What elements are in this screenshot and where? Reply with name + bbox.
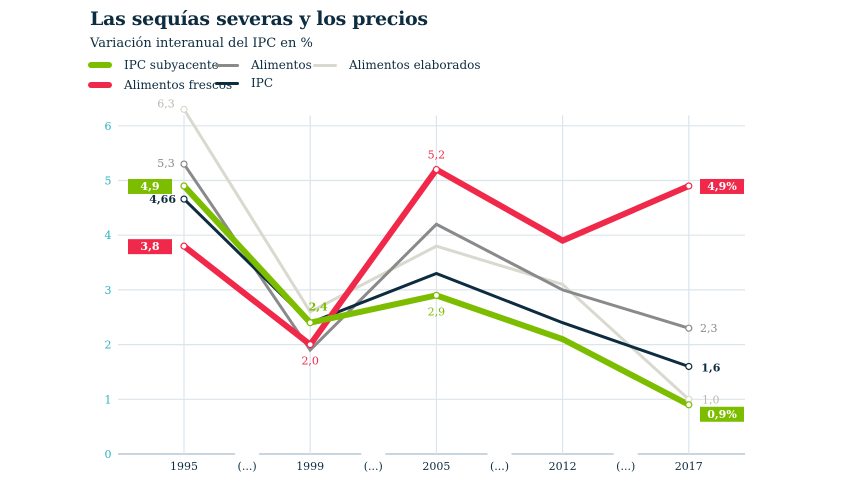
legend-swatch [215, 63, 239, 67]
legend-swatch [215, 81, 239, 85]
data-point-marker [180, 195, 188, 203]
x-tick-label: (...) [616, 460, 635, 473]
x-tick-label: 2005 [422, 460, 450, 473]
axis-gap [487, 451, 512, 457]
value-label: 2,4 [309, 301, 328, 314]
value-label: 4,9 [140, 180, 159, 193]
chart-title: Las sequías severas y los precios [90, 8, 428, 30]
axis-gap [613, 451, 638, 457]
value-label: 1,6 [701, 361, 720, 374]
x-tick-label: 2012 [549, 460, 577, 473]
y-tick-label: 2 [105, 339, 112, 352]
data-point-marker [685, 182, 693, 190]
legend-item-alimentos: Alimentos [215, 58, 312, 72]
legend-label: Alimentos frescos [124, 78, 233, 92]
data-point-marker [180, 182, 188, 190]
y-tick-label: 5 [105, 175, 112, 188]
value-label: 1,0 [702, 393, 720, 406]
legend-item-alimentos-frescos: Alimentos frescos [88, 78, 232, 92]
value-label: 3,8 [140, 240, 159, 253]
legend-item-ipc-subyacente: IPC subyacente [88, 58, 219, 72]
series-line-alimentos [182, 163, 690, 353]
data-point-marker [180, 105, 188, 113]
data-point-marker [685, 324, 693, 332]
legend-item-ipc: IPC [215, 76, 273, 90]
y-tick-label: 4 [105, 229, 112, 242]
chart-subtitle: Variación interanual del IPC en % [90, 36, 313, 51]
data-point-marker [432, 291, 440, 299]
value-label: 2,0 [301, 355, 319, 368]
x-tick-label: 2017 [675, 460, 703, 473]
value-label: 4,9% [707, 180, 737, 193]
data-point-marker [306, 319, 314, 327]
data-point-marker [685, 362, 693, 371]
value-label: 2,9 [428, 305, 446, 318]
data-point-marker [685, 401, 693, 409]
series-line-alimentos-elaborados [182, 108, 690, 401]
value-label: 5,3 [157, 157, 175, 170]
y-tick-label: 1 [105, 393, 112, 406]
value-label: 5,2 [428, 149, 446, 162]
y-tick-label: 6 [105, 120, 112, 133]
legend-swatch [88, 82, 112, 88]
value-label-box [128, 178, 172, 194]
legend-label: Alimentos [251, 58, 312, 72]
value-label-box [700, 406, 744, 422]
value-label: 0,9% [707, 408, 737, 421]
value-label-box [700, 178, 744, 194]
value-label: 4,66 [149, 193, 176, 206]
data-point-marker [306, 341, 314, 349]
value-label: 6,3 [157, 97, 175, 110]
legend-label: IPC subyacente [124, 58, 219, 72]
legend-item-alimentos-elaborados: Alimentos elaborados [313, 58, 481, 72]
data-point-marker [180, 160, 188, 168]
legend-swatch [88, 62, 112, 68]
legend-label: IPC [251, 76, 273, 90]
y-tick-label: 0 [105, 448, 112, 461]
value-label: 2,3 [700, 322, 718, 335]
x-tick-label: 1995 [170, 460, 198, 473]
data-point-marker [432, 165, 440, 174]
value-label-box [128, 239, 172, 255]
x-tick-label: (...) [364, 460, 383, 473]
axis-gap [361, 451, 386, 457]
data-point-marker [180, 242, 188, 250]
x-tick-label: (...) [238, 460, 257, 473]
x-tick-label: 1999 [296, 460, 324, 473]
x-tick-label: (...) [490, 460, 509, 473]
legend-swatch [313, 63, 337, 67]
legend-label: Alimentos elaborados [349, 58, 481, 72]
axis-gap [235, 451, 260, 457]
y-tick-label: 3 [105, 284, 112, 297]
